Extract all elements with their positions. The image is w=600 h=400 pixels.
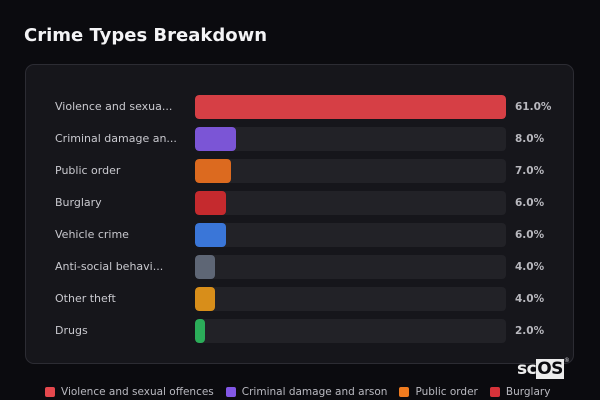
bar-row: Burglary 6.0% [26,191,573,215]
legend-label: Criminal damage and arson [241,386,388,398]
legend-item[interactable]: Criminal damage and arson [225,386,388,398]
bar-track [195,159,506,183]
bar-fill [195,319,206,343]
bar-value: 6.0% [515,197,545,209]
bar-track [195,223,506,247]
bar-fill [195,191,226,215]
bar-track [195,255,506,279]
bar-value: 4.0% [515,293,545,305]
bar-track [195,95,506,119]
bar-value: 4.0% [515,261,545,273]
legend-label: Public order [415,386,478,398]
bar-fill [195,223,226,247]
legend-swatch-icon [399,387,410,397]
bar-track [195,127,506,151]
bar-track [195,319,506,343]
bar-fill [195,159,231,183]
bar-track [195,191,506,215]
bar-row: Anti-social behavi... 4.0% [26,255,573,279]
bar-row: Criminal damage an... 8.0% [26,127,573,151]
legend-swatch-icon [489,387,500,397]
bar-value: 8.0% [515,133,545,145]
chart-title: Crime Types Breakdown [24,25,268,46]
bar-value: 7.0% [515,165,545,177]
registered-mark: ® [563,357,570,364]
bar-label: Vehicle crime [55,228,129,241]
logo-os: OS [536,359,564,379]
bar-value: 6.0% [515,229,545,241]
bar-row: Other theft 4.0% [26,287,573,311]
legend-swatch-icon [225,387,236,397]
legend-item[interactable]: Violence and sexual offences [45,386,214,398]
bar-label: Drugs [55,324,88,337]
bar-fill [195,95,506,119]
bar-label: Criminal damage an... [55,132,177,145]
bar-label: Violence and sexua... [55,100,173,113]
bar-track [195,287,506,311]
chart-legend: Violence and sexual offences Criminal dam… [45,386,550,398]
bar-fill [195,287,216,311]
bar-value: 61.0% [515,101,552,113]
bar-row: Public order 7.0% [26,159,573,183]
bar-row: Vehicle crime 6.0% [26,223,573,247]
bar-label: Public order [55,164,121,177]
legend-item[interactable]: Burglary [489,386,551,398]
bar-row: Drugs 2.0% [26,319,573,343]
bar-label: Burglary [55,196,102,209]
legend-label: Violence and sexual offences [61,386,214,398]
bar-fill [195,255,216,279]
legend-label: Burglary [505,386,551,398]
bar-row: Violence and sexua... 61.0% [26,95,573,119]
chart-card: Violence and sexua... 61.0% Criminal damag… [25,64,574,364]
logo-sc: sc [517,359,537,379]
bar-label: Other theft [55,292,116,305]
bar-fill [195,127,236,151]
legend-swatch-icon [45,387,55,397]
bar-label: Anti-social behavi... [55,260,164,273]
legend-item[interactable]: Public order [399,386,478,398]
scos-logo: scOS® [517,357,570,379]
bar-value: 2.0% [515,325,545,337]
